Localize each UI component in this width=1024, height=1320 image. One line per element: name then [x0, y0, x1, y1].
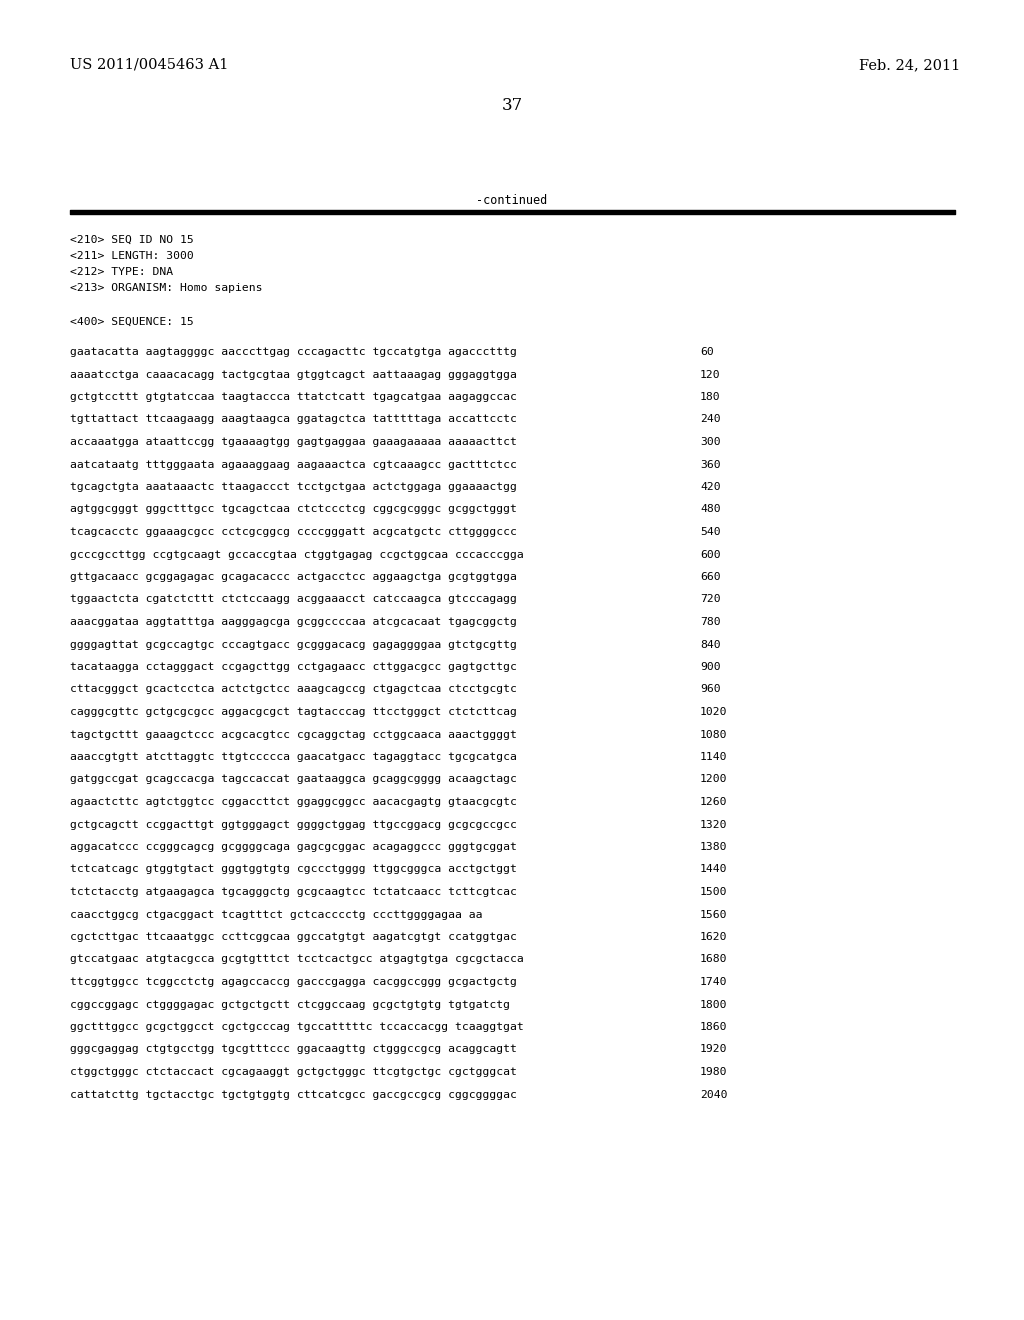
Text: accaaatgga ataattccgg tgaaaagtgg gagtgaggaa gaaagaaaaa aaaaacttct: accaaatgga ataattccgg tgaaaagtgg gagtgag…: [70, 437, 517, 447]
Text: 1620: 1620: [700, 932, 727, 942]
Text: caacctggcg ctgacggact tcagtttct gctcacccctg cccttggggagaa aa: caacctggcg ctgacggact tcagtttct gctcaccc…: [70, 909, 482, 920]
Text: 1740: 1740: [700, 977, 727, 987]
Text: 780: 780: [700, 616, 721, 627]
Text: agtggcgggt gggctttgcc tgcagctcaa ctctccctcg cggcgcgggc gcggctgggt: agtggcgggt gggctttgcc tgcagctcaa ctctccc…: [70, 504, 517, 515]
Text: gaatacatta aagtaggggc aacccttgag cccagacttc tgccatgtga agaccctttg: gaatacatta aagtaggggc aacccttgag cccagac…: [70, 347, 517, 356]
Text: 1860: 1860: [700, 1022, 727, 1032]
Text: 1020: 1020: [700, 708, 727, 717]
Text: Feb. 24, 2011: Feb. 24, 2011: [859, 58, 961, 73]
Text: gtccatgaac atgtacgcca gcgtgtttct tcctcactgcc atgagtgtga cgcgctacca: gtccatgaac atgtacgcca gcgtgtttct tcctcac…: [70, 954, 523, 965]
Text: cggccggagc ctggggagac gctgctgctt ctcggccaag gcgctgtgtg tgtgatctg: cggccggagc ctggggagac gctgctgctt ctcggcc…: [70, 999, 510, 1010]
Text: ggggagttat gcgccagtgc cccagtgacc gcgggacacg gagaggggaa gtctgcgttg: ggggagttat gcgccagtgc cccagtgacc gcgggac…: [70, 639, 517, 649]
Text: ttcggtggcc tcggcctctg agagccaccg gacccgagga cacggccggg gcgactgctg: ttcggtggcc tcggcctctg agagccaccg gacccga…: [70, 977, 517, 987]
Text: tggaactcta cgatctcttt ctctccaagg acggaaacct catccaagca gtcccagagg: tggaactcta cgatctcttt ctctccaagg acggaaa…: [70, 594, 517, 605]
Text: 1140: 1140: [700, 752, 727, 762]
Text: 840: 840: [700, 639, 721, 649]
Text: cattatcttg tgctacctgc tgctgtggtg cttcatcgcc gaccgccgcg cggcggggac: cattatcttg tgctacctgc tgctgtggtg cttcatc…: [70, 1089, 517, 1100]
Text: tacataagga cctagggact ccgagcttgg cctgagaacc cttggacgcc gagtgcttgc: tacataagga cctagggact ccgagcttgg cctgaga…: [70, 663, 517, 672]
Text: 1980: 1980: [700, 1067, 727, 1077]
Text: 37: 37: [502, 96, 522, 114]
Text: ctggctgggc ctctaccact cgcagaaggt gctgctgggc ttcgtgctgc cgctgggcat: ctggctgggc ctctaccact cgcagaaggt gctgctg…: [70, 1067, 517, 1077]
Text: cttacgggct gcactcctca actctgctcc aaagcagccg ctgagctcaa ctcctgcgtc: cttacgggct gcactcctca actctgctcc aaagcag…: [70, 685, 517, 694]
Text: 720: 720: [700, 594, 721, 605]
Text: 900: 900: [700, 663, 721, 672]
Text: -continued: -continued: [476, 194, 548, 206]
Text: 1800: 1800: [700, 999, 727, 1010]
Text: ggctttggcc gcgctggcct cgctgcccag tgccatttttc tccaccacgg tcaaggtgat: ggctttggcc gcgctggcct cgctgcccag tgccatt…: [70, 1022, 523, 1032]
Text: 960: 960: [700, 685, 721, 694]
Text: gctgtccttt gtgtatccaa taagtaccca ttatctcatt tgagcatgaa aagaggccac: gctgtccttt gtgtatccaa taagtaccca ttatctc…: [70, 392, 517, 403]
Text: aaaccgtgtt atcttaggtc ttgtccccca gaacatgacc tagaggtacc tgcgcatgca: aaaccgtgtt atcttaggtc ttgtccccca gaacatg…: [70, 752, 517, 762]
Text: <212> TYPE: DNA: <212> TYPE: DNA: [70, 267, 173, 277]
Text: 1200: 1200: [700, 775, 727, 784]
Text: 420: 420: [700, 482, 721, 492]
Text: 1680: 1680: [700, 954, 727, 965]
Text: 180: 180: [700, 392, 721, 403]
Text: 120: 120: [700, 370, 721, 380]
Text: gatggccgat gcagccacga tagccaccat gaataaggca gcaggcgggg acaagctagc: gatggccgat gcagccacga tagccaccat gaataag…: [70, 775, 517, 784]
Text: tctcatcagc gtggtgtact gggtggtgtg cgccctgggg ttggcgggca acctgctggt: tctcatcagc gtggtgtact gggtggtgtg cgccctg…: [70, 865, 517, 874]
Text: <210> SEQ ID NO 15: <210> SEQ ID NO 15: [70, 235, 194, 246]
Text: 540: 540: [700, 527, 721, 537]
Text: tctctacctg atgaagagca tgcagggctg gcgcaagtcc tctatcaacc tcttcgtcac: tctctacctg atgaagagca tgcagggctg gcgcaag…: [70, 887, 517, 898]
Text: 2040: 2040: [700, 1089, 727, 1100]
Text: gcccgccttgg ccgtgcaagt gccaccgtaa ctggtgagag ccgctggcaa cccacccgga: gcccgccttgg ccgtgcaagt gccaccgtaa ctggtg…: [70, 549, 523, 560]
Text: tgttattact ttcaagaagg aaagtaagca ggatagctca tatttttaga accattcctc: tgttattact ttcaagaagg aaagtaagca ggatagc…: [70, 414, 517, 425]
Text: 1260: 1260: [700, 797, 727, 807]
Text: aaacggataa aggtatttga aagggagcga gcggccccaa atcgcacaat tgagcggctg: aaacggataa aggtatttga aagggagcga gcggccc…: [70, 616, 517, 627]
Text: 600: 600: [700, 549, 721, 560]
Text: aatcataatg tttgggaata agaaaggaag aagaaactca cgtcaaagcc gactttctcc: aatcataatg tttgggaata agaaaggaag aagaaac…: [70, 459, 517, 470]
Text: 1320: 1320: [700, 820, 727, 829]
Text: 1500: 1500: [700, 887, 727, 898]
Text: 1080: 1080: [700, 730, 727, 739]
Text: 1440: 1440: [700, 865, 727, 874]
Text: 1560: 1560: [700, 909, 727, 920]
Text: <400> SEQUENCE: 15: <400> SEQUENCE: 15: [70, 317, 194, 327]
Text: 300: 300: [700, 437, 721, 447]
Text: gctgcagctt ccggacttgt ggtgggagct ggggctggag ttgccggacg gcgcgccgcc: gctgcagctt ccggacttgt ggtgggagct ggggctg…: [70, 820, 517, 829]
Text: gttgacaacc gcggagagac gcagacaccc actgacctcc aggaagctga gcgtggtgga: gttgacaacc gcggagagac gcagacaccc actgacc…: [70, 572, 517, 582]
Text: <211> LENGTH: 3000: <211> LENGTH: 3000: [70, 251, 194, 261]
Text: cagggcgttc gctgcgcgcc aggacgcgct tagtacccag ttcctgggct ctctcttcag: cagggcgttc gctgcgcgcc aggacgcgct tagtacc…: [70, 708, 517, 717]
Text: gggcgaggag ctgtgcctgg tgcgtttccc ggacaagttg ctgggccgcg acaggcagtt: gggcgaggag ctgtgcctgg tgcgtttccc ggacaag…: [70, 1044, 517, 1055]
Text: 660: 660: [700, 572, 721, 582]
Text: 240: 240: [700, 414, 721, 425]
Text: US 2011/0045463 A1: US 2011/0045463 A1: [70, 58, 228, 73]
Text: tgcagctgta aaataaactc ttaagaccct tcctgctgaa actctggaga ggaaaactgg: tgcagctgta aaataaactc ttaagaccct tcctgct…: [70, 482, 517, 492]
Text: cgctcttgac ttcaaatggc ccttcggcaa ggccatgtgt aagatcgtgt ccatggtgac: cgctcttgac ttcaaatggc ccttcggcaa ggccatg…: [70, 932, 517, 942]
Text: 480: 480: [700, 504, 721, 515]
Text: agaactcttc agtctggtcc cggaccttct ggaggcggcc aacacgagtg gtaacgcgtc: agaactcttc agtctggtcc cggaccttct ggaggcg…: [70, 797, 517, 807]
Text: 60: 60: [700, 347, 714, 356]
Text: aaaatcctga caaacacagg tactgcgtaa gtggtcagct aattaaagag gggaggtgga: aaaatcctga caaacacagg tactgcgtaa gtggtca…: [70, 370, 517, 380]
Text: tagctgcttt gaaagctccc acgcacgtcc cgcaggctag cctggcaaca aaactggggt: tagctgcttt gaaagctccc acgcacgtcc cgcaggc…: [70, 730, 517, 739]
Text: 1380: 1380: [700, 842, 727, 851]
Text: <213> ORGANISM: Homo sapiens: <213> ORGANISM: Homo sapiens: [70, 282, 262, 293]
Text: tcagcacctc ggaaagcgcc cctcgcggcg ccccgggatt acgcatgctc cttggggccc: tcagcacctc ggaaagcgcc cctcgcggcg ccccggg…: [70, 527, 517, 537]
Text: 360: 360: [700, 459, 721, 470]
Text: aggacatccc ccgggcagcg gcggggcaga gagcgcggac acagaggccc gggtgcggat: aggacatccc ccgggcagcg gcggggcaga gagcgcg…: [70, 842, 517, 851]
Text: 1920: 1920: [700, 1044, 727, 1055]
